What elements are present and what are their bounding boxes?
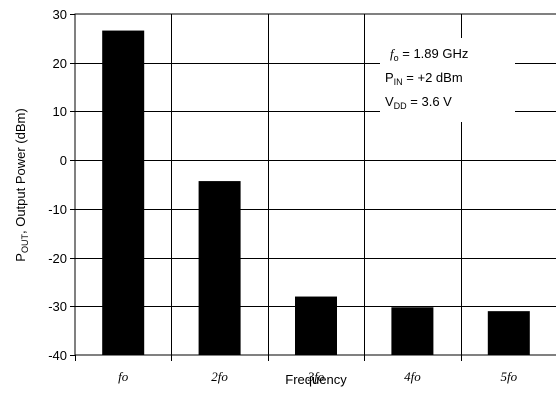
x-tick-label-sym: fo <box>314 369 325 384</box>
x-tick-label-sym: fo <box>411 369 422 384</box>
y-tick-label: -40 <box>48 348 67 363</box>
y-tick-label: -10 <box>48 202 67 217</box>
annotation-frequency-sub: o <box>394 53 399 63</box>
y-tick-label: 20 <box>53 56 67 71</box>
y-axis-title-main: P <box>13 253 28 262</box>
annotation-frequency: fo = 1.89 GHz <box>390 46 468 63</box>
annotation-input-power-rest: = +2 dBm <box>403 70 463 85</box>
x-tick-label-sym: fo <box>118 369 129 384</box>
horizontal-grid <box>75 63 556 307</box>
annotation-supply-voltage-sub: DD <box>394 101 407 111</box>
plot-frame <box>74 13 556 356</box>
x-tick-label-sym: fo <box>507 369 518 384</box>
bars <box>102 30 530 355</box>
annotation-input-power: PIN = +2 dBm <box>385 70 463 87</box>
tick-marks <box>70 14 462 361</box>
annotation-frequency-rest: = 1.89 GHz <box>399 46 469 61</box>
bar <box>487 311 530 355</box>
y-tick-label: 10 <box>53 104 67 119</box>
annotation-supply-voltage-rest: = 3.6 V <box>407 94 452 109</box>
y-axis-title-sub: OUT <box>20 234 30 254</box>
annotation-background <box>380 38 515 122</box>
y-tick-label: -30 <box>48 299 67 314</box>
x-axis-title: Frequency <box>285 372 347 387</box>
y-tick-label: 0 <box>60 153 67 168</box>
bar <box>295 296 337 355</box>
annotation-input-power-sym: P <box>385 70 394 85</box>
x-tick-label: 4fo <box>404 369 421 384</box>
y-tick-label: 30 <box>53 7 67 22</box>
bar <box>198 181 241 355</box>
annotation-frequency-sym: f <box>390 46 396 61</box>
x-tick-label: fo <box>118 369 129 384</box>
y-axis-title: POUT, Output Power (dBm) <box>13 108 30 261</box>
x-tick-label: 5fo <box>500 369 517 384</box>
bar <box>102 30 145 355</box>
y-axis-title-rest: , Output Power (dBm) <box>13 108 28 234</box>
annotation-input-power-sub: IN <box>394 77 403 87</box>
x-tick-label-sym: fo <box>218 369 229 384</box>
y-tick-labels: 30 20 10 0 -10 -20 -30 -40 <box>48 7 67 363</box>
x-tick-label-coef: 5 <box>500 369 507 384</box>
x-tick-label-coef: 4 <box>404 369 411 384</box>
x-tick-label: 2fo <box>211 369 228 384</box>
x-tick-label-coef: 2 <box>211 369 218 384</box>
y-tick-label: -20 <box>48 251 67 266</box>
bar <box>391 307 434 355</box>
x-tick-label-coef: 3 <box>307 369 315 384</box>
x-tick-label: 3fo <box>307 369 325 384</box>
annotation-supply-voltage-sym: V <box>385 94 394 109</box>
x-tick-labels: fo 2fo 3fo 4fo 5fo <box>118 369 517 384</box>
annotation-supply-voltage: VDD = 3.6 V <box>385 94 452 111</box>
